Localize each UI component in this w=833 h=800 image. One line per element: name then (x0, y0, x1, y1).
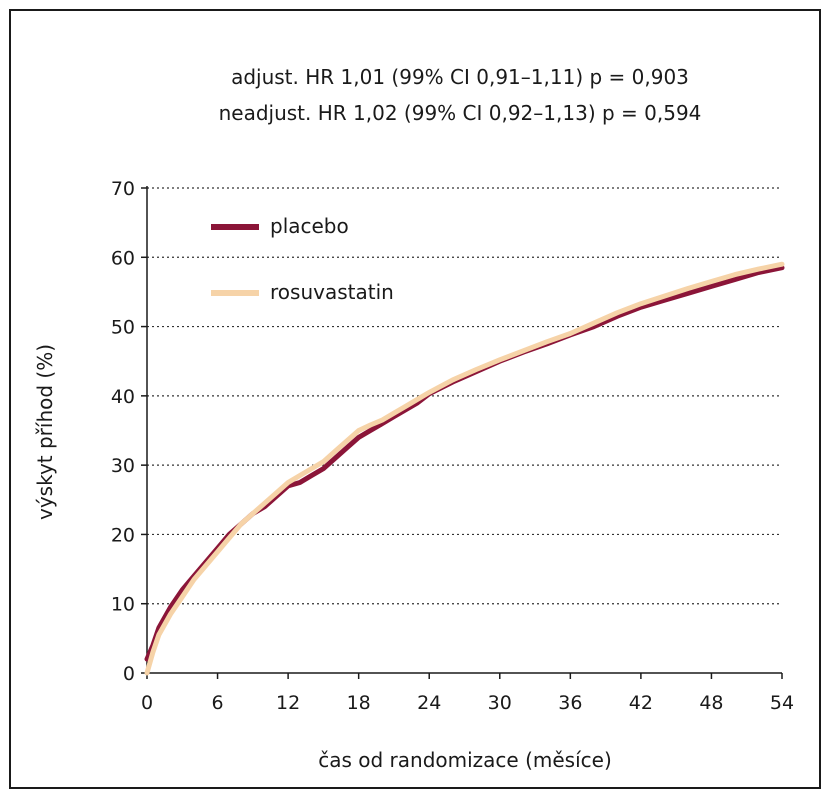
annotation-adjusted-hr: adjust. HR 1,01 (99% CI 0,91–1,11) p = 0… (231, 65, 689, 89)
legend-label-rosuvastatin: rosuvastatin (270, 280, 394, 304)
x-tick-label-54: 54 (770, 692, 794, 714)
annotation-unadjusted-hr: neadjust. HR 1,02 (99% CI 0,92–1,13) p =… (219, 101, 702, 125)
x-tick-label-48: 48 (699, 692, 723, 714)
series-line-rosuvastatin (144, 261, 785, 676)
y-tick-label-0: 0 (123, 663, 135, 685)
x-tick-label-0: 0 (141, 692, 153, 714)
y-tick-label-10: 10 (111, 594, 135, 616)
y-tick-label-50: 50 (111, 317, 135, 339)
y-tick-label-70: 70 (111, 178, 135, 200)
legend: placebo rosuvastatin (211, 214, 394, 304)
x-axis-title: čas od randomizace (měsíce) (318, 748, 612, 772)
x-tick-label-24: 24 (417, 692, 441, 714)
x-tick-label-42: 42 (629, 692, 653, 714)
y-tick-label-60: 60 (111, 247, 135, 269)
axes (141, 186, 783, 679)
y-tick-label-20: 20 (111, 524, 135, 546)
legend-label-placebo: placebo (270, 214, 349, 238)
x-tick-label-6: 6 (212, 692, 224, 714)
x-tick-label-18: 18 (347, 692, 371, 714)
x-tick-label-30: 30 (488, 692, 512, 714)
x-tick-label-12: 12 (276, 692, 300, 714)
y-tick-labels: 0 10 20 30 40 50 60 70 (111, 178, 135, 685)
grid-lines (147, 187, 782, 605)
y-tick-label-40: 40 (111, 386, 135, 408)
y-tick-label-30: 30 (111, 455, 135, 477)
x-tick-labels: 0 6 12 18 24 30 36 42 48 54 (141, 692, 794, 714)
x-tick-label-36: 36 (558, 692, 582, 714)
y-axis-title: výskyt příhod (%) (33, 344, 57, 520)
series-lines (144, 261, 785, 676)
